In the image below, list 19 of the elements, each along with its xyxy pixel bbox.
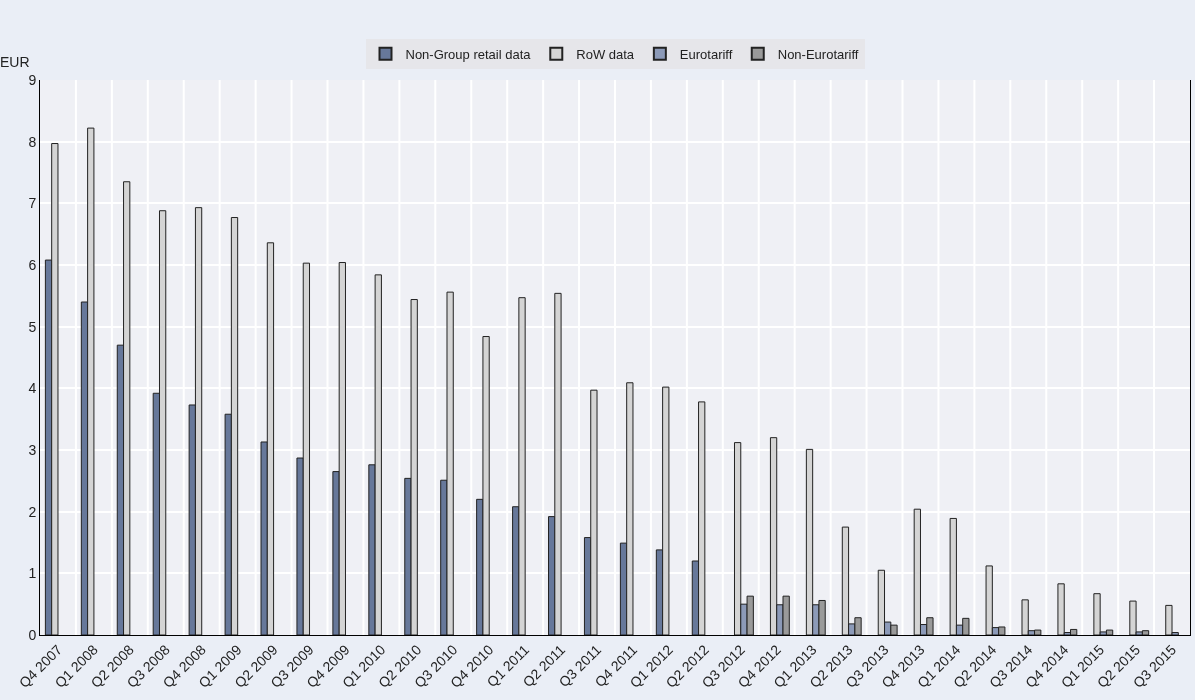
- y-tick-label: 4: [28, 380, 37, 397]
- bar: [841, 526, 850, 635]
- legend-label: RoW data: [576, 46, 635, 62]
- y-tick-label: 9: [28, 71, 37, 88]
- y-tick-label: 0: [28, 626, 37, 643]
- bar: [769, 437, 778, 635]
- y-tick-label: 7: [28, 195, 37, 212]
- y-tick-label: 2: [28, 503, 37, 520]
- y-tick-label: 3: [28, 441, 37, 458]
- legend-label: Eurotariff: [679, 46, 733, 62]
- y-tick-label: 5: [28, 318, 37, 335]
- y-tick-label: 6: [28, 256, 37, 273]
- bar: [733, 442, 742, 635]
- y-tick-label: 1: [28, 565, 37, 582]
- y-tick-label: 8: [28, 133, 37, 150]
- legend-label: Non-Group retail data: [405, 46, 532, 62]
- y-axis-title: EUR: [0, 54, 30, 70]
- legend-label: Non-Eurotariff: [777, 46, 859, 62]
- bar: [805, 448, 814, 635]
